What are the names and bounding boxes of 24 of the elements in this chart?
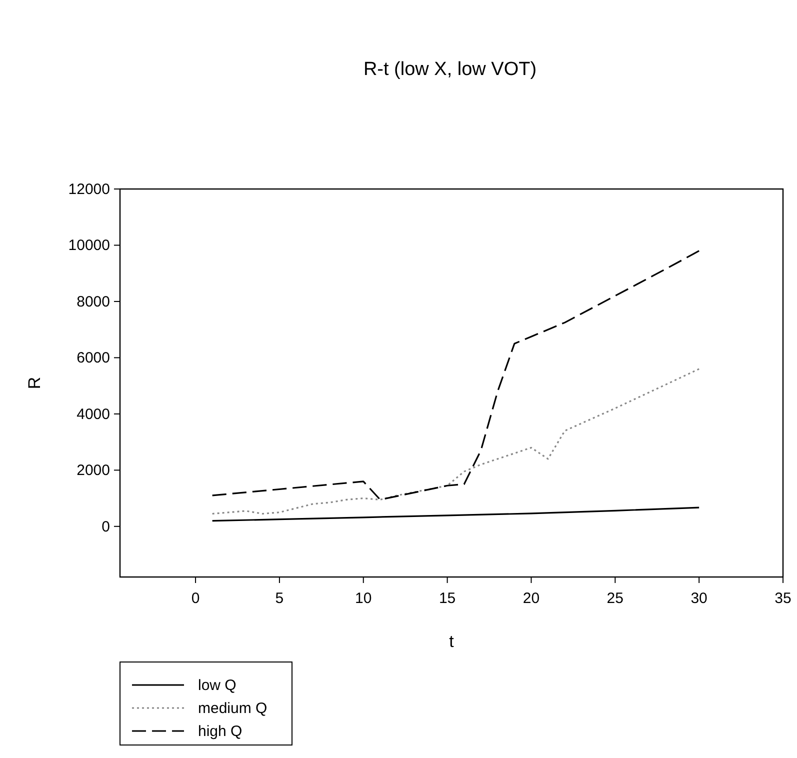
y-tick-label: 8000 bbox=[76, 293, 110, 310]
line-series bbox=[212, 506, 700, 522]
line-series bbox=[212, 368, 700, 515]
y-tick-label: 12000 bbox=[68, 181, 110, 198]
y-tick-label: 0 bbox=[102, 518, 110, 536]
x-tick-label: 15 bbox=[438, 590, 456, 607]
y-tick-label: 10000 bbox=[68, 237, 110, 254]
y-tick-label: 6000 bbox=[76, 350, 110, 367]
x-tick-label: 0 bbox=[191, 590, 200, 607]
chart-title: R-t (low X, low VOT) bbox=[363, 59, 537, 80]
x-tick-label: 35 bbox=[774, 590, 792, 607]
x-tick-label: 10 bbox=[355, 590, 372, 607]
line-series bbox=[212, 250, 700, 500]
x-axis-title: t bbox=[449, 632, 454, 651]
y-tick-label: 4000 bbox=[76, 406, 110, 423]
legend-label: medium Q bbox=[198, 700, 268, 717]
x-tick-label: 25 bbox=[606, 590, 624, 607]
x-tick-label: 5 bbox=[275, 590, 284, 607]
x-tick-label: 30 bbox=[690, 590, 708, 607]
x-tick-label: 20 bbox=[522, 590, 540, 607]
y-tick-label: 2000 bbox=[76, 462, 110, 480]
y-axis-title: R bbox=[25, 376, 44, 390]
legend-label: high Q bbox=[198, 723, 242, 740]
legend-label: low Q bbox=[198, 677, 236, 694]
